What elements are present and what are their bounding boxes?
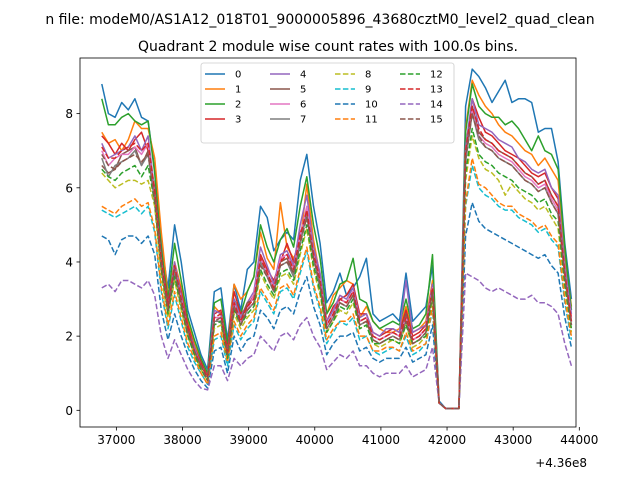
legend-label-9: 9 xyxy=(365,85,371,96)
series-line-2 xyxy=(101,83,573,410)
legend-label-12: 12 xyxy=(430,70,443,81)
y-tick-label: 2 xyxy=(65,330,73,344)
x-axis: 37000 38000 39000 40000 41000 42000 43000 44000 xyxy=(97,427,598,447)
series-line-0 xyxy=(101,68,573,410)
axes-frame xyxy=(79,57,577,428)
series-line-8 xyxy=(101,135,573,410)
legend-label-1: 1 xyxy=(235,85,241,96)
axes-border xyxy=(79,57,577,428)
x-tick-label: 37000 xyxy=(97,433,135,447)
y-tick-label: 6 xyxy=(65,181,73,195)
x-tick-label: 38000 xyxy=(163,433,201,447)
legend-box xyxy=(200,62,455,144)
y-tick-label: 8 xyxy=(65,107,73,121)
series-line-13 xyxy=(101,105,573,410)
series-line-9 xyxy=(101,164,573,410)
series-line-15 xyxy=(101,112,573,410)
series-line-12 xyxy=(101,127,573,410)
legend-label-0: 0 xyxy=(235,70,241,81)
legend-label-6: 6 xyxy=(300,100,306,111)
series-line-11 xyxy=(101,157,573,410)
x-offset-label: +4.36e8 xyxy=(535,456,587,470)
x-tick-label: 40000 xyxy=(296,433,334,447)
y-tick-label: 4 xyxy=(65,255,73,269)
legend-label-7: 7 xyxy=(300,115,306,126)
legend-label-15: 15 xyxy=(430,115,443,126)
x-tick-label: 43000 xyxy=(494,433,532,447)
legend-label-2: 2 xyxy=(235,100,241,111)
x-tick-label: 42000 xyxy=(428,433,466,447)
x-tick-label: 44000 xyxy=(560,433,598,447)
x-tick-label: 39000 xyxy=(230,433,268,447)
legend-label-14: 14 xyxy=(430,100,443,111)
legend-label-4: 4 xyxy=(300,70,306,81)
series-line-14 xyxy=(101,272,573,410)
legend-label-10: 10 xyxy=(365,100,378,111)
x-tick-label: 41000 xyxy=(362,433,400,447)
legend-label-3: 3 xyxy=(235,115,241,126)
plot-lines xyxy=(101,68,573,410)
figure-suptitle: n file: modeM0/AS1A12_018T01_9000005896_… xyxy=(45,12,594,28)
y-axis: 0 2 4 6 8 xyxy=(65,107,80,418)
chart-title: Quadrant 2 module wise count rates with … xyxy=(138,39,518,55)
series-line-10 xyxy=(101,201,573,410)
legend-label-8: 8 xyxy=(365,70,371,81)
legend-label-5: 5 xyxy=(300,85,306,96)
y-tick-label: 0 xyxy=(65,404,73,418)
legend-label-11: 11 xyxy=(365,115,378,126)
legend-label-13: 13 xyxy=(430,85,443,96)
